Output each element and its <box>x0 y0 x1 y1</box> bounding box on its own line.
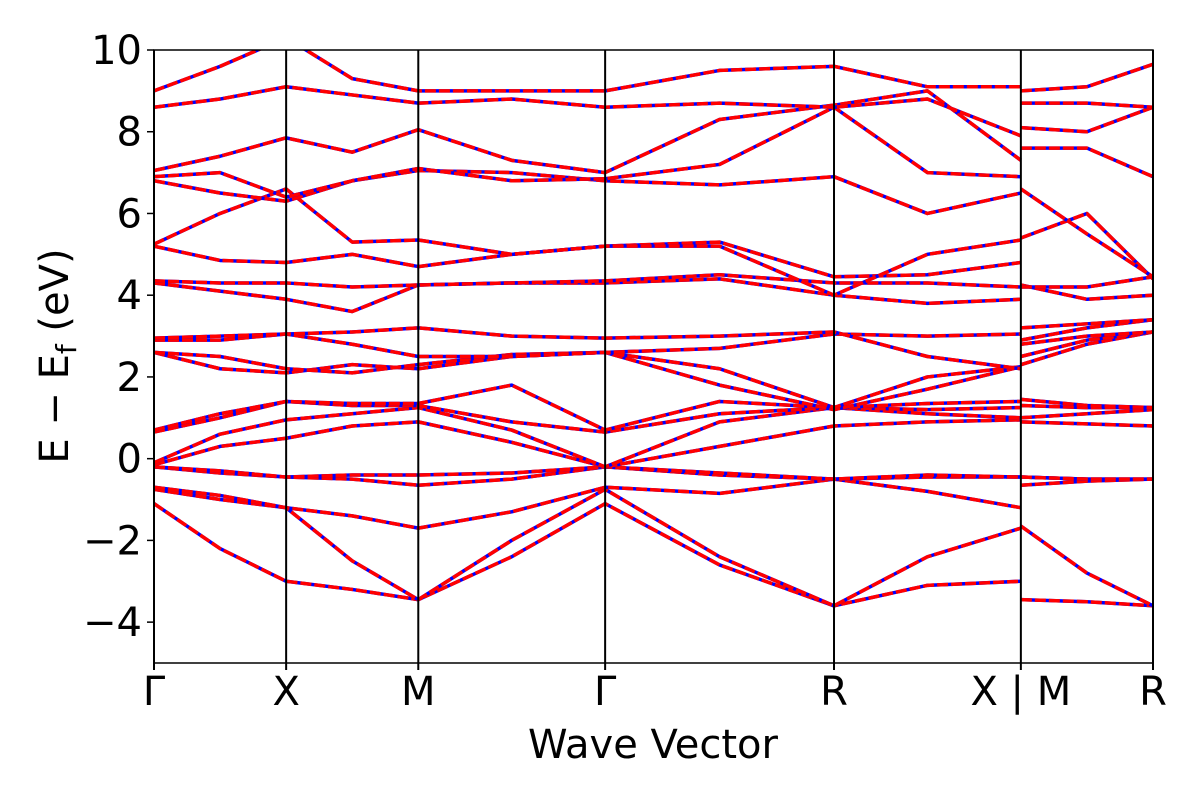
x-tick-label: X <box>272 669 299 715</box>
y-label-sub: f <box>50 343 83 354</box>
band-line <box>154 89 1153 175</box>
y-tick-label: −4 <box>83 600 142 646</box>
band-dash <box>154 240 1153 289</box>
band-dash <box>154 383 1153 432</box>
band-dash <box>154 317 1153 371</box>
band-dash <box>154 105 1153 199</box>
x-tick-label: Γ <box>594 669 617 715</box>
y-tick-label: 8 <box>117 110 142 156</box>
x-tick-label: R <box>1139 669 1167 715</box>
band-line <box>154 317 1153 371</box>
band-dash <box>154 418 1153 469</box>
band-dash <box>154 330 1153 359</box>
x-tick-label: Γ <box>143 669 166 715</box>
y-tick-label: −2 <box>83 518 142 564</box>
band-dash <box>154 168 1153 279</box>
y-tick-label: 6 <box>117 191 142 237</box>
y-tick-label: 2 <box>117 355 142 401</box>
y-axis-label: E − Ef (eV) <box>32 248 83 463</box>
y-tick-label: 4 <box>117 273 142 319</box>
x-axis-label: Wave Vector <box>528 722 779 768</box>
plot-frame <box>153 49 1154 664</box>
x-tick-label: M <box>401 669 436 715</box>
x-tick-label: R <box>820 669 848 715</box>
bands <box>154 50 1153 608</box>
band-dash <box>154 487 1153 608</box>
band-dash <box>154 89 1153 175</box>
band-dash <box>154 50 1153 93</box>
band-dash <box>154 465 1153 481</box>
y-tick-label: 10 <box>91 28 142 74</box>
y-label-unit: (eV) <box>32 248 78 344</box>
y-label-main: E − E <box>32 354 78 464</box>
band-dash <box>154 85 1153 138</box>
band-dash <box>154 273 1153 302</box>
y-tick-label: 0 <box>117 437 142 483</box>
band-line <box>154 487 1153 608</box>
band-dash <box>154 477 1153 530</box>
band-dash <box>154 501 1153 608</box>
x-tick-label: X | M <box>970 669 1071 715</box>
